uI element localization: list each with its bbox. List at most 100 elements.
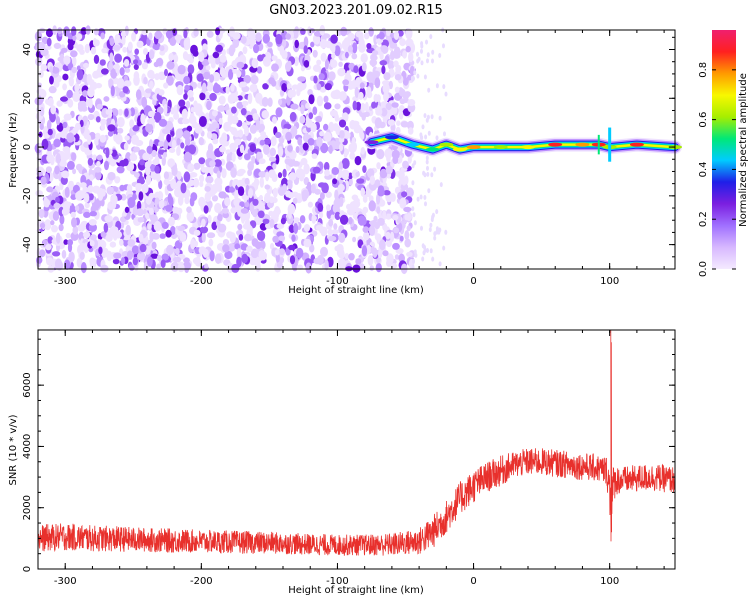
y-tick-label: 20 xyxy=(22,92,33,105)
noise-cell xyxy=(316,136,323,147)
noise-cell xyxy=(65,232,71,239)
noise-cell xyxy=(234,204,240,212)
noise-cell xyxy=(45,166,53,174)
noise-cell xyxy=(62,73,69,81)
noise-cell xyxy=(120,31,126,38)
noise-cell xyxy=(406,212,412,222)
noise-cell xyxy=(318,73,325,81)
noise-cell xyxy=(390,50,395,61)
noise-cell xyxy=(205,175,214,184)
noise-cell xyxy=(329,109,338,117)
colorbar-tick-label: 0.8 xyxy=(698,62,709,78)
noise-cell xyxy=(237,168,246,175)
noise-cell xyxy=(367,254,374,266)
noise-cell xyxy=(272,187,278,198)
noise-cell xyxy=(100,32,105,40)
noise-cell xyxy=(194,126,203,134)
noise-cell xyxy=(209,160,216,168)
noise-cell xyxy=(316,95,324,107)
noise-cell xyxy=(269,218,275,228)
noise-cell xyxy=(303,224,311,232)
noise-cell xyxy=(112,64,120,70)
noise-cell xyxy=(236,256,242,268)
noise-cell xyxy=(79,49,85,55)
noise-cell xyxy=(385,165,393,175)
noise-cell xyxy=(438,115,442,121)
noise-cell xyxy=(186,125,193,132)
snr-series xyxy=(37,329,676,556)
noise-cell xyxy=(132,125,140,132)
noise-cell xyxy=(305,262,312,274)
noise-cell xyxy=(362,165,367,174)
noise-cell xyxy=(231,152,236,162)
noise-cell xyxy=(298,173,305,182)
noise-cell xyxy=(429,222,433,228)
noise-cell xyxy=(139,159,145,166)
noise-cell xyxy=(327,235,337,242)
noise-cell xyxy=(387,119,396,126)
noise-cell xyxy=(404,230,410,241)
noise-cell xyxy=(190,44,198,55)
noise-cell xyxy=(328,71,336,81)
y-tick-label: 0 xyxy=(22,144,33,150)
snr-frame xyxy=(37,329,676,570)
noise-cell xyxy=(90,170,96,176)
noise-cell xyxy=(119,160,126,167)
noise-cell xyxy=(181,118,190,125)
noise-cell xyxy=(141,29,148,36)
snr-line xyxy=(37,329,676,556)
noise-cell xyxy=(325,204,331,212)
noise-cell xyxy=(89,260,94,268)
noise-cell xyxy=(308,145,314,151)
noise-cell xyxy=(212,51,220,59)
noise-cell xyxy=(154,30,163,40)
noise-cell xyxy=(45,28,54,38)
noise-cell xyxy=(55,232,61,244)
noise-cell xyxy=(250,248,259,259)
noise-cell xyxy=(313,75,318,84)
noise-cell xyxy=(265,171,270,182)
noise-cell xyxy=(362,194,368,203)
noise-cell xyxy=(278,98,283,106)
noise-cell xyxy=(275,107,283,118)
noise-cell xyxy=(186,210,195,222)
noise-cell xyxy=(360,187,366,197)
noise-cell xyxy=(43,196,48,207)
noise-cell xyxy=(131,134,139,145)
noise-cell xyxy=(83,62,89,69)
noise-cell xyxy=(239,144,245,154)
signal-band-point xyxy=(384,135,399,140)
noise-cell xyxy=(323,102,332,110)
noise-cell xyxy=(372,50,379,56)
noise-cell xyxy=(268,169,276,179)
noise-cell xyxy=(383,72,391,81)
noise-cell xyxy=(206,131,213,139)
noise-cell xyxy=(63,150,69,161)
noise-cell xyxy=(259,194,263,201)
noise-cell xyxy=(89,174,94,182)
noise-cell xyxy=(228,45,235,57)
noise-cell xyxy=(433,166,437,172)
x-tick-label: -100 xyxy=(326,276,349,287)
noise-cell xyxy=(385,231,391,240)
noise-cell xyxy=(385,213,392,220)
noise-cell xyxy=(203,71,211,80)
noise-cell xyxy=(369,265,374,272)
noise-cell xyxy=(71,56,77,67)
noise-cell xyxy=(39,70,44,78)
noise-cell xyxy=(300,28,306,35)
noise-cell xyxy=(390,231,395,242)
noise-cell xyxy=(147,223,152,230)
noise-cell xyxy=(348,178,353,186)
noise-cell xyxy=(53,79,60,88)
noise-cell xyxy=(148,110,155,118)
noise-cell xyxy=(420,41,424,47)
noise-cell xyxy=(198,137,204,146)
noise-cell xyxy=(263,144,270,156)
noise-cell xyxy=(207,214,212,224)
noise-cell xyxy=(232,32,241,40)
noise-cell xyxy=(66,132,75,143)
noise-cell xyxy=(355,31,364,38)
noise-cell xyxy=(186,206,192,213)
snr-x-axis-label: Height of straight line (km) xyxy=(288,585,424,596)
